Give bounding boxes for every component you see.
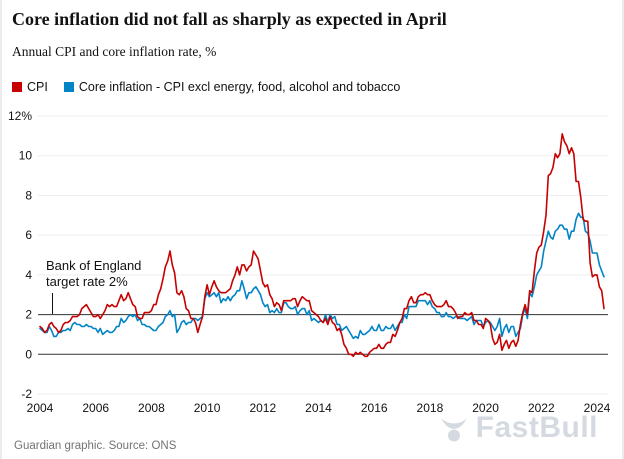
- x-tick-label-2016: 2016: [361, 401, 388, 415]
- x-tick-label-2008: 2008: [138, 401, 165, 415]
- annotation-boe-target: Bank of England target rate 2%: [46, 257, 142, 314]
- x-tick-label-2012: 2012: [249, 401, 276, 415]
- series-line-cpi: [39, 132, 605, 357]
- x-tick-label-2006: 2006: [82, 401, 109, 415]
- x-tick-label-2020: 2020: [472, 401, 499, 415]
- watermark: FastBull: [439, 411, 598, 445]
- legend-item-cpi: CPI: [12, 80, 48, 94]
- y-tick-label-6: 6: [25, 228, 32, 242]
- chart-title: Core inflation did not fall as sharply a…: [12, 9, 447, 29]
- source-note: Guardian graphic. Source: ONS: [14, 440, 177, 452]
- fastbull-logo-icon: [439, 413, 469, 443]
- legend-label-core-inflation: Core inflation - CPI excl energy, food, …: [78, 79, 401, 94]
- x-tick-label-2010: 2010: [194, 401, 221, 415]
- y-tick-label-10: 10: [19, 148, 33, 162]
- x-tick-label-2022: 2022: [528, 401, 555, 415]
- y-tick-label-8: 8: [25, 188, 32, 202]
- y-tick-label-12: 12%: [8, 109, 32, 123]
- x-tick-label-2004: 2004: [27, 401, 54, 415]
- legend-item-core-inflation: Core inflation - CPI excl energy, food, …: [63, 79, 401, 94]
- legend-label-cpi: CPI: [27, 79, 48, 94]
- x-tick-label-2018: 2018: [417, 401, 444, 415]
- y-tick-label-0: 0: [25, 347, 32, 361]
- y-tick-label-4: 4: [25, 267, 32, 281]
- x-tick-label-2024: 2024: [584, 401, 611, 415]
- core-inflation-color-swatch: [63, 81, 74, 92]
- chart-subtitle: Annual CPI and core inflation rate, %: [12, 43, 217, 59]
- annotation-line2: target rate 2%: [46, 273, 128, 289]
- legend: CPI Core inflation - CPI excl energy, fo…: [12, 80, 612, 94]
- x-tick-label-2014: 2014: [305, 401, 332, 415]
- watermark-text: FastBull: [475, 411, 598, 444]
- cpi-color-swatch: [12, 81, 22, 92]
- y-tick-label--2: -2: [21, 387, 32, 401]
- annotation-pointer-line: [52, 293, 53, 314]
- y-tick-label-2: 2: [25, 307, 32, 321]
- chart-area: 12% 10 8 6 4 2 0 -2 2004 2006 2008 2010 2012 2014 2016…: [8, 102, 612, 415]
- annotation-line1: Bank of England: [46, 257, 142, 273]
